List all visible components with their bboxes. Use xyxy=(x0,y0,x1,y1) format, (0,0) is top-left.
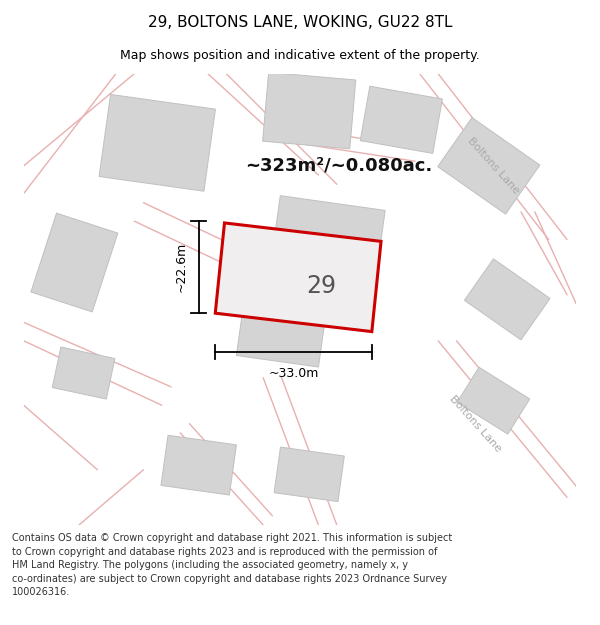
Polygon shape xyxy=(52,347,115,399)
Polygon shape xyxy=(274,447,344,502)
Polygon shape xyxy=(270,196,385,283)
Polygon shape xyxy=(236,296,327,367)
Text: Contains OS data © Crown copyright and database right 2021. This information is : Contains OS data © Crown copyright and d… xyxy=(12,533,452,598)
Polygon shape xyxy=(464,259,550,340)
Polygon shape xyxy=(360,86,442,153)
Polygon shape xyxy=(99,94,215,191)
Polygon shape xyxy=(263,72,356,149)
Polygon shape xyxy=(437,118,540,214)
Text: ~323m²/~0.080ac.: ~323m²/~0.080ac. xyxy=(245,157,432,175)
Polygon shape xyxy=(215,223,381,332)
Text: Boltons Lane: Boltons Lane xyxy=(447,394,503,454)
Text: 29, BOLTONS LANE, WOKING, GU22 8TL: 29, BOLTONS LANE, WOKING, GU22 8TL xyxy=(148,14,452,29)
Text: Boltons Lane: Boltons Lane xyxy=(466,136,521,196)
Text: ~22.6m: ~22.6m xyxy=(175,242,188,292)
Text: 29: 29 xyxy=(306,274,336,299)
Text: Map shows position and indicative extent of the property.: Map shows position and indicative extent… xyxy=(120,49,480,62)
Polygon shape xyxy=(457,368,530,434)
Polygon shape xyxy=(31,213,118,312)
Text: ~33.0m: ~33.0m xyxy=(268,367,319,379)
Polygon shape xyxy=(161,435,236,495)
